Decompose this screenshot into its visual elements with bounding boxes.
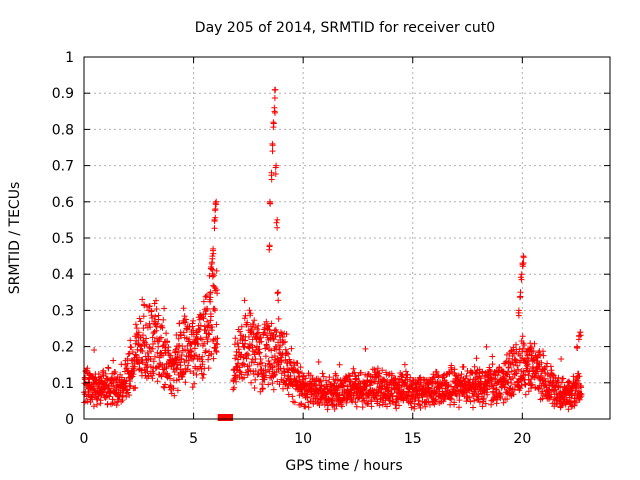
y-tick-label: 0.9 <box>52 86 74 102</box>
y-tick-label: 1 <box>65 50 74 66</box>
y-tick-label: 0.8 <box>52 122 74 138</box>
y-axis-label: SRMTID / TECUs <box>7 182 23 295</box>
axis-ticks <box>83 56 610 420</box>
x-tick-label: 5 <box>189 431 198 447</box>
x-axis-label: GPS time / hours <box>285 458 402 474</box>
x-tick-label: 15 <box>404 431 422 447</box>
data-gap-markers <box>217 414 234 421</box>
y-tick-label: 0.6 <box>52 195 74 211</box>
srmtid-markers <box>81 86 585 413</box>
y-tick-label: 0.4 <box>52 267 74 283</box>
y-tick-label: 0.1 <box>52 376 74 392</box>
data-gap-marker <box>217 414 234 421</box>
y-tick-label: 0 <box>65 412 74 428</box>
y-tick-label: 0.7 <box>52 159 74 175</box>
x-tick-label: 10 <box>294 431 312 447</box>
x-tick-label: 20 <box>513 431 531 447</box>
x-tick-label: 0 <box>80 431 89 447</box>
data-points <box>81 86 585 413</box>
chart-title: Day 205 of 2014, SRMTID for receiver cut… <box>195 20 495 36</box>
y-tick-label: 0.2 <box>52 340 74 356</box>
y-tick-label: 0.5 <box>52 231 74 247</box>
tick-labels: 00.10.20.30.40.50.60.70.80.910 5 10 15 20 <box>52 50 532 447</box>
y-tick-label: 0.3 <box>52 303 74 319</box>
